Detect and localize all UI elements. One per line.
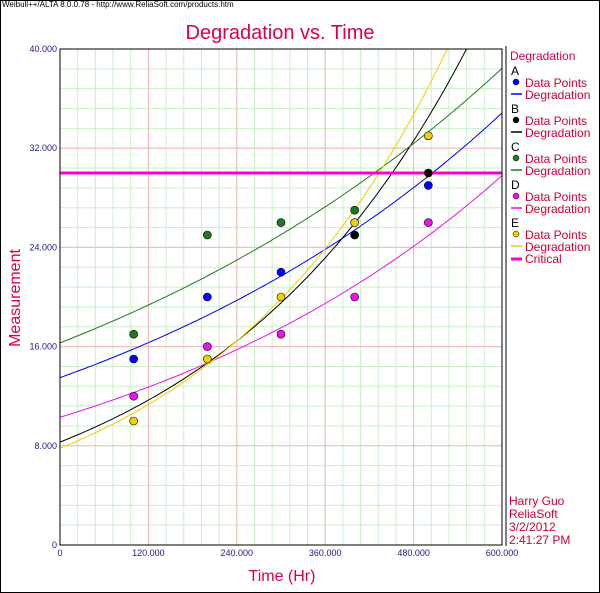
legend-line-label: Degradation	[525, 164, 590, 178]
data-point-c	[203, 230, 212, 240]
data-point-a	[424, 181, 433, 190]
data-point-b	[350, 230, 359, 240]
x-tick-label: 0	[57, 548, 62, 558]
data-point-a	[129, 354, 138, 364]
y-tick-label: 24.000	[29, 242, 57, 252]
data-points	[129, 131, 433, 426]
y-axis-label: Measurement	[7, 249, 24, 347]
legend-points-label: Data Points	[525, 152, 587, 166]
legend-line-label: Degradation	[525, 202, 590, 216]
y-tick-label: 0	[52, 540, 57, 550]
legend-group-label: B	[511, 102, 519, 116]
data-point-b	[424, 168, 433, 178]
legend-line-label: Degradation	[525, 240, 590, 254]
legend-point-swatch	[512, 116, 520, 124]
legend-group-label: E	[511, 216, 519, 230]
plot-border	[59, 48, 503, 546]
footer-info: Harry Guo ReliaSoft 3/2/2012 2:41:27 PM	[509, 494, 570, 547]
data-point-e	[350, 218, 359, 227]
y-tick-label: 40.000	[29, 44, 57, 54]
data-point-e	[424, 131, 433, 141]
legend-line-label: Degradation	[525, 88, 590, 102]
data-point-c	[350, 205, 359, 215]
x-tick-label: 600.000	[486, 548, 519, 558]
y-tick-label: 16.000	[29, 342, 57, 352]
legend-point-swatch	[512, 154, 520, 162]
y-axis-ticks: 0 8.000 16.000 24.000 32.000 40.000	[29, 44, 57, 550]
data-point-d	[129, 391, 138, 401]
data-point-a	[276, 267, 286, 277]
chart-title: Degradation vs. Time	[186, 22, 375, 44]
x-axis-label: Time (Hr)	[249, 568, 316, 585]
footer-company: ReliaSoft	[509, 507, 558, 521]
data-point-a	[203, 292, 212, 302]
x-tick-label: 240.000	[221, 548, 254, 558]
y-tick-label: 8.000	[34, 441, 57, 451]
data-point-e	[129, 416, 138, 426]
legend-points-label: Data Points	[525, 114, 587, 128]
legend-group-label: A	[511, 64, 519, 78]
footer-date: 3/2/2012	[509, 520, 556, 534]
degradation-curve-c	[60, 67, 502, 344]
footer-author: Harry Guo	[509, 494, 565, 508]
data-point-e	[276, 292, 286, 302]
legend-group-label: C	[511, 140, 520, 154]
x-tick-label: 360.000	[309, 548, 342, 558]
x-tick-label: 120.000	[132, 548, 165, 558]
legend-points-label: Data Points	[525, 76, 587, 90]
legend-group-label: D	[511, 178, 520, 192]
legend-points-label: Data Points	[525, 190, 587, 204]
data-point-d	[203, 342, 212, 351]
legend-title: Degradation	[510, 49, 575, 63]
legend-critical-label: Critical	[525, 252, 562, 266]
x-axis-ticks: 0 120.000 240.000 360.000 480.000 600.000	[57, 548, 518, 558]
y-tick-label: 32.000	[29, 143, 57, 153]
x-tick-label: 480.000	[397, 548, 430, 558]
data-point-c	[276, 218, 286, 227]
degradation-curve-b	[60, 49, 468, 443]
data-point-d	[350, 292, 359, 302]
legend-point-swatch	[512, 192, 520, 200]
data-point-d	[424, 218, 433, 227]
legend-line-label: Degradation	[525, 126, 590, 140]
legend-point-swatch	[512, 78, 520, 86]
header-text: Weibull++/ALTA 8.0.0.78 - http://www.Rel…	[2, 0, 234, 9]
footer-time: 2:41:27 PM	[509, 533, 570, 547]
legend-points-label: Data Points	[525, 228, 587, 242]
data-point-d	[276, 329, 286, 339]
data-point-e	[203, 354, 212, 364]
data-point-c	[129, 329, 138, 339]
legend-point-swatch	[512, 230, 520, 238]
